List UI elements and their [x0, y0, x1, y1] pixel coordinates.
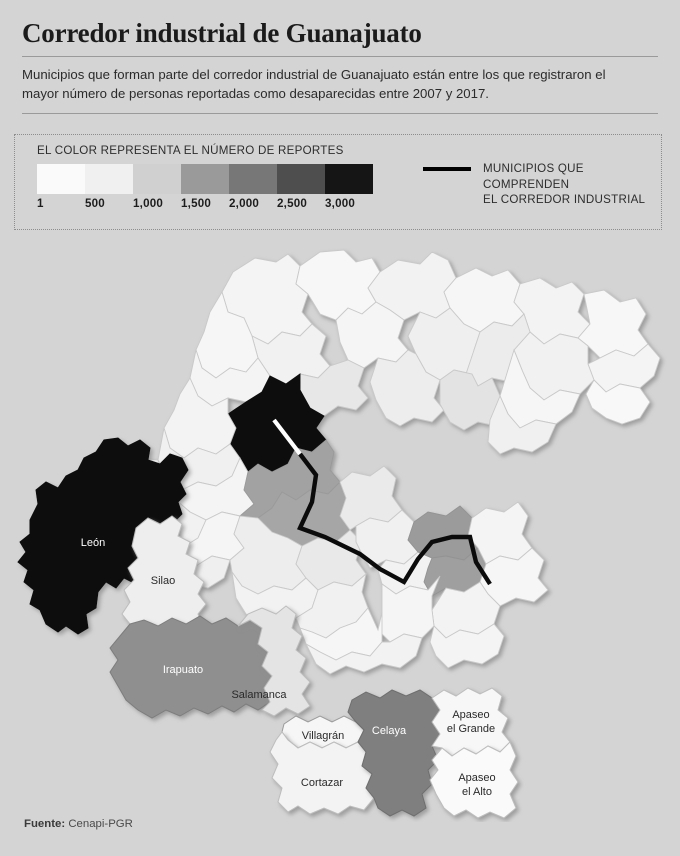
legend-tick-label: 1,000 — [133, 197, 164, 210]
label-leon: León — [81, 537, 105, 549]
corridor-line-path — [296, 452, 492, 586]
label-villagran: Villagrán — [302, 730, 345, 742]
title-divider — [22, 56, 658, 57]
legend-swatch — [37, 164, 85, 194]
corridor-line-group — [272, 418, 492, 586]
corridor-line-icon — [423, 167, 471, 171]
corridor-municipalities-layer[interactable]: León Silao Irapuato Salamanca Villagrán … — [17, 437, 519, 819]
label-cortazar: Cortazar — [301, 777, 344, 789]
legend-scale-labels: 1 500 1,000 1,500 2,000 2,500 3,000 — [37, 197, 373, 210]
label-celaya: Celaya — [372, 725, 407, 737]
label-irapuato: Irapuato — [163, 664, 203, 676]
municipality-cortazar[interactable] — [269, 731, 375, 815]
label-salamanca: Salamanca — [231, 689, 287, 701]
legend-scale-title: EL COLOR REPRESENTA EL NÚMERO DE REPORTE… — [37, 144, 344, 157]
label-apaseo-el-alto-line2: el Alto — [462, 786, 492, 798]
legend-swatch — [133, 164, 181, 194]
legend-tick-label: 3,000 — [325, 197, 356, 210]
legend-corridor-label: MUNICIPIOS QUE COMPRENDEN EL CORREDOR IN… — [483, 162, 646, 206]
legend-corridor-key: MUNICIPIOS QUE COMPRENDEN EL CORREDOR IN… — [423, 161, 661, 208]
legend-tick-label: 1,500 — [181, 197, 212, 210]
label-apaseo-el-grande-line1: Apaseo — [452, 709, 489, 721]
map-area: León Silao Irapuato Salamanca Villagrán … — [0, 232, 680, 822]
guanajuato-map[interactable]: León Silao Irapuato Salamanca Villagrán … — [0, 232, 680, 822]
municipality-apaseo-el-alto[interactable] — [429, 741, 519, 819]
municipality-salamanca[interactable] — [237, 605, 311, 717]
source-note: Fuente: Cenapi-PGR — [24, 818, 133, 830]
label-apaseo-el-grande-line2: el Grande — [447, 723, 495, 735]
label-apaseo-el-alto-line1: Apaseo — [458, 772, 495, 784]
legend-swatch — [229, 164, 277, 194]
source-value: Cenapi-PGR — [68, 818, 133, 830]
legend-panel: EL COLOR REPRESENTA EL NÚMERO DE REPORTE… — [14, 134, 662, 230]
label-silao: Silao — [151, 575, 175, 587]
legend-color-scale — [37, 164, 373, 194]
page-title: Corredor industrial de Guanajuato — [22, 18, 422, 48]
municipality-irapuato[interactable] — [109, 615, 273, 719]
page-subtitle: Municipios que forman parte del corredor… — [22, 67, 606, 101]
legend-tick-label: 1 — [37, 197, 44, 210]
source-label: Fuente: — [24, 818, 66, 830]
legend-swatch — [85, 164, 133, 194]
header: Corredor industrial de Guanajuato Munici… — [22, 16, 658, 114]
legend-tick-label: 500 — [85, 197, 105, 210]
state-celaya-shape — [407, 505, 479, 561]
municipality-celaya[interactable] — [347, 689, 441, 817]
corridor-line-inside-leon — [272, 418, 302, 456]
legend-tick-label: 2,000 — [229, 197, 260, 210]
subtitle-divider — [22, 113, 658, 114]
legend-swatch — [181, 164, 229, 194]
legend-swatch — [277, 164, 325, 194]
legend-tick-label: 2,500 — [277, 197, 308, 210]
legend-swatch — [325, 164, 373, 194]
